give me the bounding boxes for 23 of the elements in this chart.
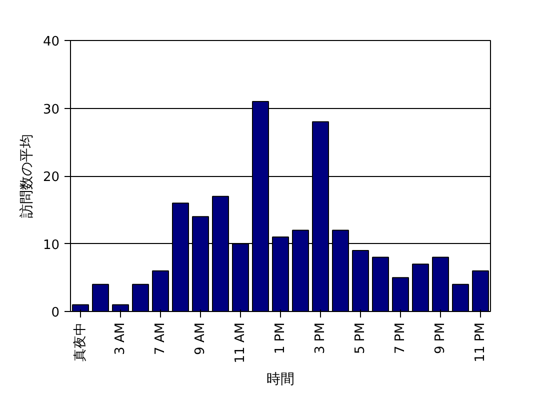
- y-tick-label: 30: [42, 102, 60, 118]
- x-tick-label: 11 AM: [233, 322, 248, 364]
- y-tick-label: 0: [51, 306, 60, 320]
- y-axis-title: 訪問数の平均: [18, 134, 35, 218]
- x-tick-label: 1 PM: [273, 322, 288, 354]
- x-tick-label: 5 PM: [353, 322, 368, 354]
- x-tick-label: 11 PM: [473, 322, 488, 362]
- y-tick-label: 20: [42, 170, 60, 185]
- y-tick-label: 10: [42, 238, 60, 253]
- x-tick-label: 真夜中: [72, 322, 88, 362]
- bar: [372, 256, 389, 312]
- bar: [92, 284, 109, 312]
- bar: [132, 284, 149, 312]
- x-tick-label: 9 AM: [193, 322, 208, 356]
- x-tick-label: 7 PM: [393, 322, 408, 354]
- bar: [412, 264, 429, 312]
- x-tick-label: 9 PM: [433, 322, 448, 354]
- y-tick-label: 40: [42, 34, 60, 50]
- x-tick-label: 3 AM: [113, 322, 128, 356]
- bar: [452, 284, 469, 312]
- x-tick-label: 3 PM: [313, 322, 328, 354]
- x-tick-label: 7 AM: [153, 322, 168, 356]
- x-axis-title: 時間: [266, 371, 294, 388]
